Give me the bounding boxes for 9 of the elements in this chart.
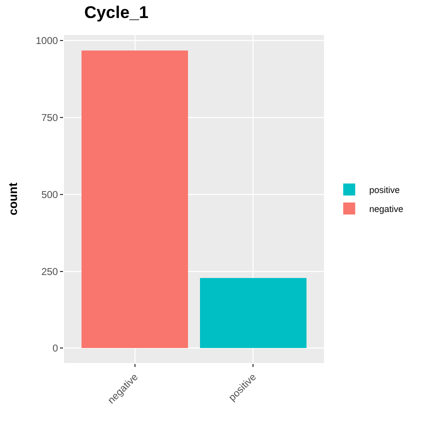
y-tick-label: 250: [41, 266, 58, 278]
y-tick-label: 500: [41, 190, 58, 201]
legend-label: positive: [369, 185, 400, 196]
legend-label: negative: [369, 204, 404, 214]
y-tick-label: 0: [52, 344, 58, 355]
y-tick-label: 1000: [36, 36, 58, 48]
chart-title: Cycle_1: [84, 3, 148, 22]
y-tick-label: 750: [41, 112, 58, 124]
y-axis-title: count: [6, 182, 20, 216]
